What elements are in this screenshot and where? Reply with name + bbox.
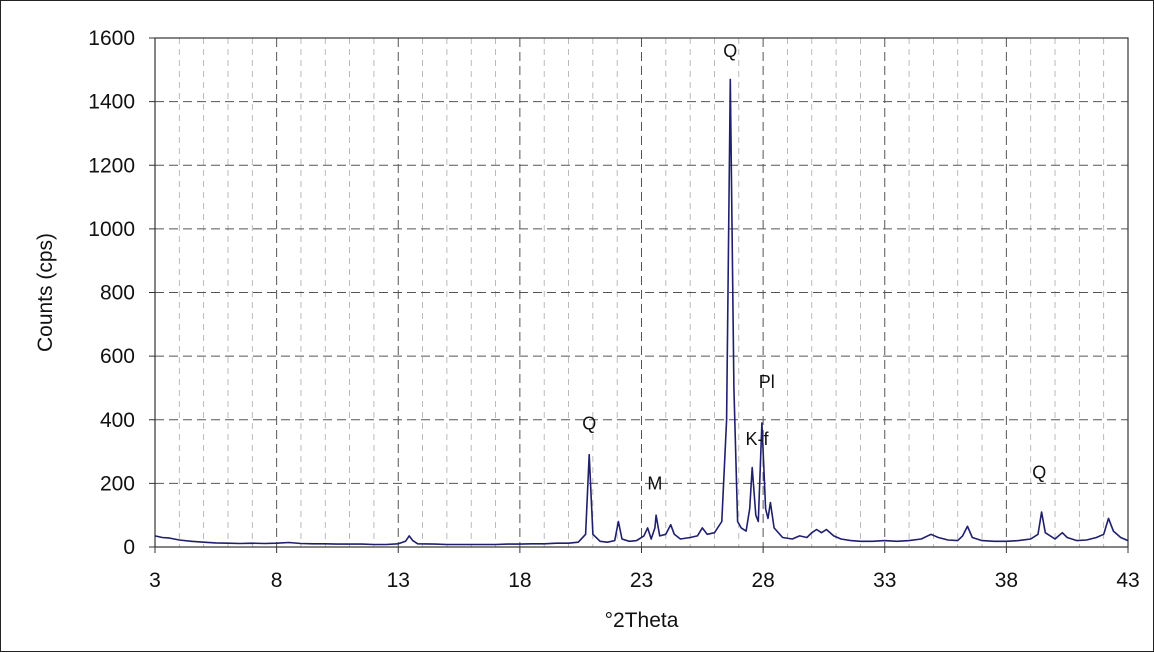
x-tick-label: 43: [1116, 569, 1139, 592]
x-tick-label: 13: [387, 569, 410, 592]
series-line-diffractogram: [154, 78, 1129, 546]
y-axis-title: Counts (cps): [34, 233, 57, 352]
x-tick-label: 18: [508, 569, 531, 592]
y-tick-label: 800: [100, 282, 135, 305]
x-tick-label: 38: [995, 569, 1018, 592]
x-tick-label: 28: [751, 569, 774, 592]
peak-annotation: Pl: [759, 372, 775, 392]
y-tick-label: 1600: [88, 27, 135, 50]
y-tick-label: 600: [100, 345, 135, 368]
x-tick-label: 8: [271, 569, 283, 592]
y-tick-label: 1000: [88, 218, 135, 241]
y-tick-label: 0: [123, 536, 135, 559]
x-tick-label: 23: [630, 569, 653, 592]
x-tick-label: 33: [873, 569, 896, 592]
grid: [154, 37, 1129, 548]
y-tick-label: 1200: [88, 154, 135, 177]
peak-annotation: Q: [582, 413, 596, 433]
axis-ticks: 3 8 13 18 23 28 33 38 43020040060080010001200140…: [88, 27, 1139, 592]
peak-annotation: Q: [723, 41, 737, 61]
y-tick-label: 1400: [88, 91, 135, 114]
x-tick-label: 3: [149, 569, 161, 592]
x-axis-title: °2Theta: [605, 609, 679, 632]
peak-annotation: M: [647, 474, 662, 494]
peak-annotation: Q: [1032, 463, 1046, 483]
y-tick-label: 400: [100, 409, 135, 432]
y-tick-label: 200: [100, 472, 135, 495]
annotations: Q Q M K-f Pl Q: [582, 41, 1046, 494]
peak-annotation: K-f: [746, 429, 770, 449]
series-layer: [154, 78, 1129, 546]
